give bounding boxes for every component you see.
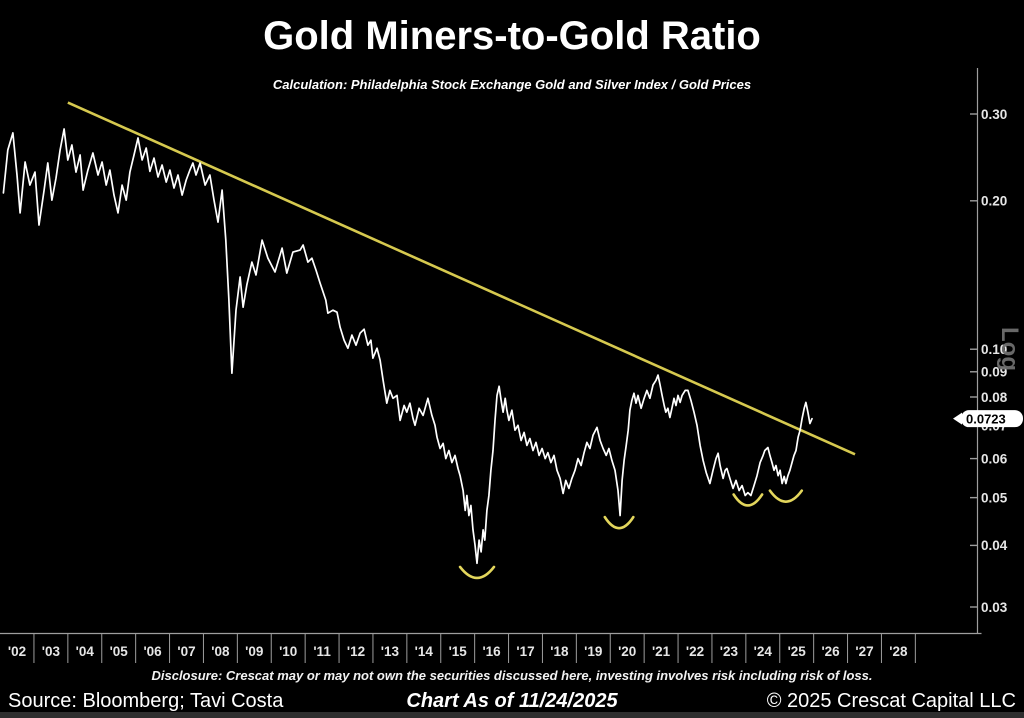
x-tick-label: '08 <box>211 644 230 659</box>
log-scale-label: Log <box>996 327 1023 371</box>
ratio-series-line <box>2 128 813 565</box>
x-tick-label: '18 <box>550 644 569 659</box>
x-tick-label: '16 <box>482 644 501 659</box>
x-tick-label: '06 <box>143 644 162 659</box>
y-tick-label: 0.20 <box>981 194 1007 209</box>
gold-miners-to-gold-ratio-chart: '02 '03 '04 '05 '06 '07 '08 '09 '10 '11 '12 '13 '14 '… <box>0 68 1023 663</box>
y-tick-label: 0.30 <box>981 107 1007 122</box>
x-tick-label: '25 <box>788 644 807 659</box>
y-tick-label: 0.04 <box>981 538 1008 553</box>
y-tick-label: 0.10 <box>981 342 1007 357</box>
y-tick-label: 0.09 <box>981 365 1007 380</box>
last-value-callout <box>961 410 1023 428</box>
copyright-text: © 2025 Crescat Capital LLC <box>766 690 1016 712</box>
footer-bar: Chart As of 11/24/2025 Source: Bloomberg… <box>0 690 1024 714</box>
source-credit: Source: Bloomberg; Tavi Costa <box>8 690 284 712</box>
x-tick-label: '14 <box>415 644 434 659</box>
x-tick-label: '27 <box>855 644 873 659</box>
bottom-strip <box>0 712 1024 718</box>
x-tick-label: '02 <box>8 644 26 659</box>
x-tick-label: '09 <box>245 644 263 659</box>
x-tick-label: '22 <box>686 644 704 659</box>
last-value-callout-pointer <box>953 412 962 425</box>
resistance-trendline <box>67 101 856 456</box>
x-tick-label: '13 <box>381 644 400 659</box>
x-tick-label: '17 <box>516 644 534 659</box>
x-tick-label: '19 <box>584 644 602 659</box>
chart-subtitle: Calculation: Philadelphia Stock Exchange… <box>272 77 752 92</box>
page-title: Gold Miners-to-Gold Ratio <box>263 14 761 58</box>
y-tick-label: 0.08 <box>981 390 1008 405</box>
x-tick-label: '03 <box>42 644 61 659</box>
x-tick-label: '26 <box>821 644 840 659</box>
x-tick-label: '21 <box>652 644 671 659</box>
x-tick-label: '07 <box>177 644 195 659</box>
x-tick-label: '05 <box>110 644 129 659</box>
bottom-arc-annotation <box>732 493 764 507</box>
x-tick-label: '12 <box>347 644 365 659</box>
bottom-arc-annotation <box>458 565 496 580</box>
last-value-label: 0.0723 <box>966 411 1006 426</box>
x-tick-label: '23 <box>720 644 739 659</box>
x-tick-label: '24 <box>754 644 773 659</box>
x-tick-label: '28 <box>889 644 908 659</box>
bottom-arc-annotation <box>603 515 635 530</box>
bottom-arc-annotation <box>768 489 804 503</box>
y-tick-label: 0.05 <box>981 490 1008 505</box>
x-tick-label: '04 <box>76 644 95 659</box>
y-tick-label: 0.06 <box>981 451 1008 466</box>
disclosure-text: Disclosure: Crescat may or may not own t… <box>151 668 873 683</box>
y-tick-label: 0.03 <box>981 600 1008 615</box>
x-tick-label: '15 <box>449 644 468 659</box>
x-tick-label: '20 <box>618 644 636 659</box>
chart-as-of-date: Chart As of 11/24/2025 <box>406 690 618 712</box>
x-tick-label: '11 <box>313 644 331 659</box>
x-tick-label: '10 <box>279 644 297 659</box>
